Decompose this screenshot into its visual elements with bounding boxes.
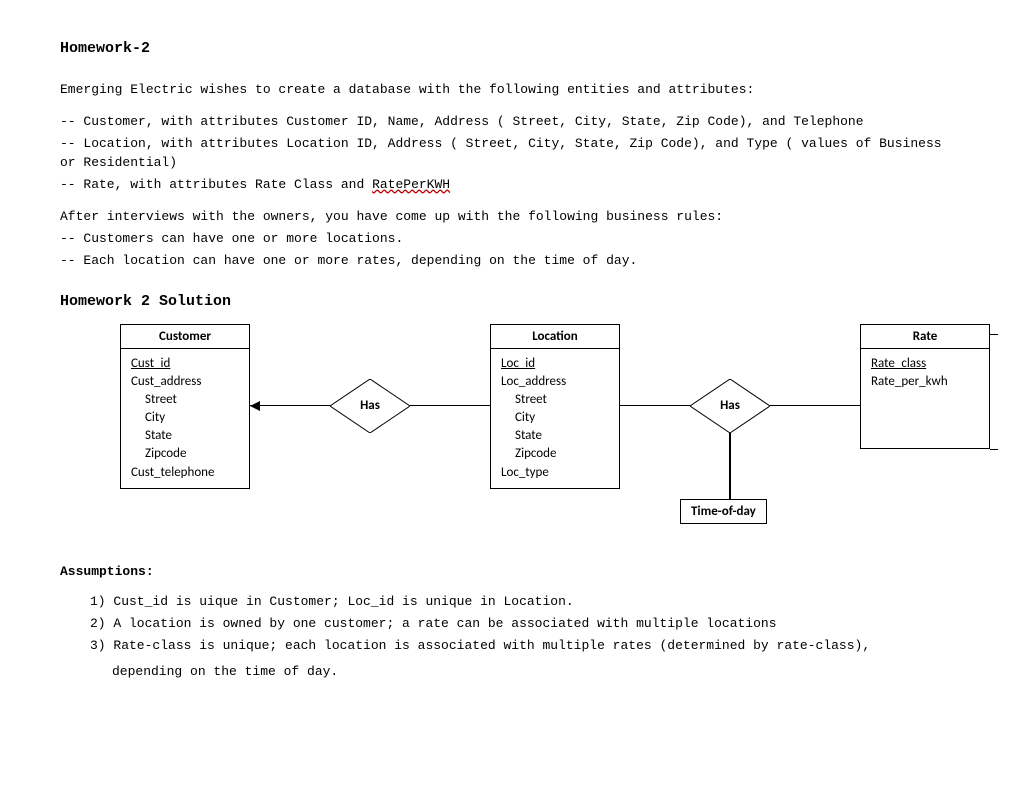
rateperkwh-text: RatePerKWH bbox=[372, 177, 450, 192]
customer-attr: Zipcode bbox=[145, 446, 186, 461]
connector-line bbox=[410, 405, 490, 407]
location-attr: Street bbox=[515, 392, 547, 407]
connector-line bbox=[729, 433, 731, 499]
tick-mark bbox=[990, 449, 998, 451]
assoc-time-of-day: Time-of-day bbox=[680, 499, 767, 524]
connector-line bbox=[770, 405, 860, 407]
rate-attr: Rate_per_kwh bbox=[871, 374, 948, 389]
page-title: Homework-2 bbox=[60, 40, 964, 57]
entity-rate: Rate Rate_class Rate_per_kwh bbox=[860, 324, 990, 449]
rate-attr: Rate_class bbox=[871, 356, 926, 371]
intro-text: Emerging Electric wishes to create a dat… bbox=[60, 81, 964, 99]
customer-attr: Street bbox=[145, 392, 177, 407]
location-attr: Zipcode bbox=[515, 446, 556, 461]
location-attr: Loc_id bbox=[501, 356, 535, 371]
customer-attr: State bbox=[145, 428, 172, 443]
assumptions-title: Assumptions: bbox=[60, 564, 964, 579]
relationship-has-2: Has bbox=[690, 379, 770, 433]
entity-customer: Customer Cust_id Cust_address Street City St… bbox=[120, 324, 250, 489]
assumption-3b: depending on the time of day. bbox=[90, 661, 964, 683]
spec-line-2: -- Location, with attributes Location ID… bbox=[60, 135, 964, 171]
tick-mark bbox=[990, 334, 998, 336]
connector-line bbox=[620, 405, 690, 407]
customer-attr: Cust_address bbox=[131, 374, 201, 389]
relationship-has-1: Has bbox=[330, 379, 410, 433]
rule-1: -- Customers can have one or more locati… bbox=[60, 230, 964, 248]
assumption-1: 1) Cust_id is uique in Customer; Loc_id … bbox=[90, 591, 964, 613]
location-attr: Loc_type bbox=[501, 465, 549, 480]
assumption-2: 2) A location is owned by one customer; … bbox=[90, 613, 964, 635]
customer-attr: City bbox=[145, 410, 165, 425]
location-attr: State bbox=[515, 428, 542, 443]
location-attr: City bbox=[515, 410, 535, 425]
relationship-has-1-label: Has bbox=[330, 379, 410, 433]
connector-line bbox=[250, 405, 330, 407]
spec-line-3: -- Rate, with attributes Rate Class and … bbox=[60, 176, 964, 194]
entity-customer-title: Customer bbox=[121, 325, 249, 349]
assumptions-list: 1) Cust_id is uique in Customer; Loc_id … bbox=[60, 591, 964, 683]
customer-attr: Cust_telephone bbox=[131, 465, 214, 480]
assumption-3: 3) Rate-class is unique; each location i… bbox=[90, 635, 964, 657]
arrowhead-icon bbox=[250, 401, 260, 411]
spec-line-3a: -- Rate, with attributes Rate Class and bbox=[60, 177, 372, 192]
er-diagram: Customer Cust_id Cust_address Street City St… bbox=[120, 324, 1000, 544]
location-attr: Loc_address bbox=[501, 374, 566, 389]
customer-attr: Cust_id bbox=[131, 356, 170, 371]
entity-location: Location Loc_id Loc_address Street City Stat… bbox=[490, 324, 620, 489]
spec-line-1: -- Customer, with attributes Customer ID… bbox=[60, 113, 964, 131]
rule-2: -- Each location can have one or more ra… bbox=[60, 252, 964, 270]
rules-intro: After interviews with the owners, you ha… bbox=[60, 208, 964, 226]
solution-title: Homework 2 Solution bbox=[60, 293, 964, 310]
entity-location-title: Location bbox=[491, 325, 619, 349]
relationship-has-2-label: Has bbox=[690, 379, 770, 433]
entity-rate-title: Rate bbox=[861, 325, 989, 349]
